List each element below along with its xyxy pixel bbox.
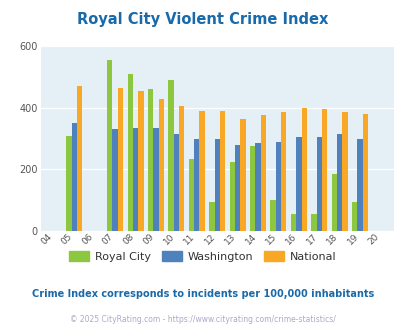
Bar bbox=[179, 106, 184, 231]
Bar bbox=[290, 214, 296, 231]
Legend: Royal City, Washington, National: Royal City, Washington, National bbox=[65, 247, 340, 267]
Bar bbox=[249, 146, 255, 231]
Bar bbox=[132, 128, 138, 231]
Bar bbox=[188, 159, 194, 231]
Bar bbox=[199, 111, 204, 231]
Bar bbox=[153, 128, 158, 231]
Text: © 2025 CityRating.com - https://www.cityrating.com/crime-statistics/: © 2025 CityRating.com - https://www.city… bbox=[70, 315, 335, 324]
Bar bbox=[71, 123, 77, 231]
Bar bbox=[316, 137, 321, 231]
Bar bbox=[255, 143, 260, 231]
Bar bbox=[112, 129, 117, 231]
Bar bbox=[351, 202, 356, 231]
Bar bbox=[117, 88, 123, 231]
Bar bbox=[234, 145, 240, 231]
Bar bbox=[240, 118, 245, 231]
Bar bbox=[66, 136, 71, 231]
Bar bbox=[362, 114, 367, 231]
Bar bbox=[311, 214, 316, 231]
Bar bbox=[148, 89, 153, 231]
Bar bbox=[336, 134, 341, 231]
Bar bbox=[280, 113, 286, 231]
Bar bbox=[220, 111, 225, 231]
Text: Royal City Violent Crime Index: Royal City Violent Crime Index bbox=[77, 12, 328, 26]
Bar bbox=[331, 174, 336, 231]
Bar bbox=[321, 109, 326, 231]
Bar bbox=[270, 200, 275, 231]
Text: Crime Index corresponds to incidents per 100,000 inhabitants: Crime Index corresponds to incidents per… bbox=[32, 289, 373, 299]
Bar bbox=[356, 139, 362, 231]
Bar bbox=[229, 162, 234, 231]
Bar bbox=[194, 139, 199, 231]
Bar bbox=[173, 134, 179, 231]
Bar bbox=[209, 202, 214, 231]
Bar bbox=[158, 99, 164, 231]
Bar bbox=[214, 139, 220, 231]
Bar bbox=[138, 91, 143, 231]
Bar bbox=[341, 113, 347, 231]
Bar bbox=[107, 60, 112, 231]
Bar bbox=[77, 86, 82, 231]
Bar bbox=[127, 74, 132, 231]
Bar bbox=[275, 142, 280, 231]
Bar bbox=[296, 137, 301, 231]
Bar bbox=[168, 80, 173, 231]
Bar bbox=[260, 115, 265, 231]
Bar bbox=[301, 108, 306, 231]
